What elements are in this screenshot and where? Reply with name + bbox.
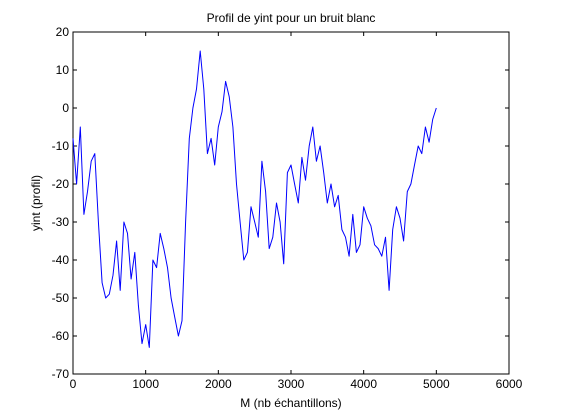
x-tick-label: 1000 [132, 377, 159, 391]
x-tick-label: 0 [70, 377, 77, 391]
y-tick-label: -50 [52, 291, 70, 305]
y-tick-label: -40 [52, 253, 70, 267]
series-line [72, 50, 437, 348]
axis-ticks: 0 1000 2000 3000 4000 5000 6000 -70 -60 -50 -40 -30… [52, 25, 523, 391]
y-tick-label: -20 [52, 177, 70, 191]
x-tick-label: 5000 [423, 377, 450, 391]
chart-title: Profil de yint pour un bruit blanc [207, 11, 376, 25]
y-tick-label: 20 [56, 25, 70, 39]
y-tick-label: -70 [52, 367, 70, 381]
x-tick-label: 2000 [205, 377, 232, 391]
y-tick-label: 0 [62, 101, 69, 115]
y-tick-label: -30 [52, 215, 70, 229]
x-tick-label: 6000 [496, 377, 523, 391]
x-tick-label: 4000 [350, 377, 377, 391]
y-tick-label: -10 [52, 139, 70, 153]
x-tick-label: 3000 [278, 377, 305, 391]
y-tick-label: -60 [52, 329, 70, 343]
y-tick-label: 10 [56, 63, 70, 77]
x-axis-label: M (nb échantillons) [240, 396, 341, 410]
plot-area [72, 31, 510, 375]
y-axis-label: yint (profil) [29, 175, 43, 231]
